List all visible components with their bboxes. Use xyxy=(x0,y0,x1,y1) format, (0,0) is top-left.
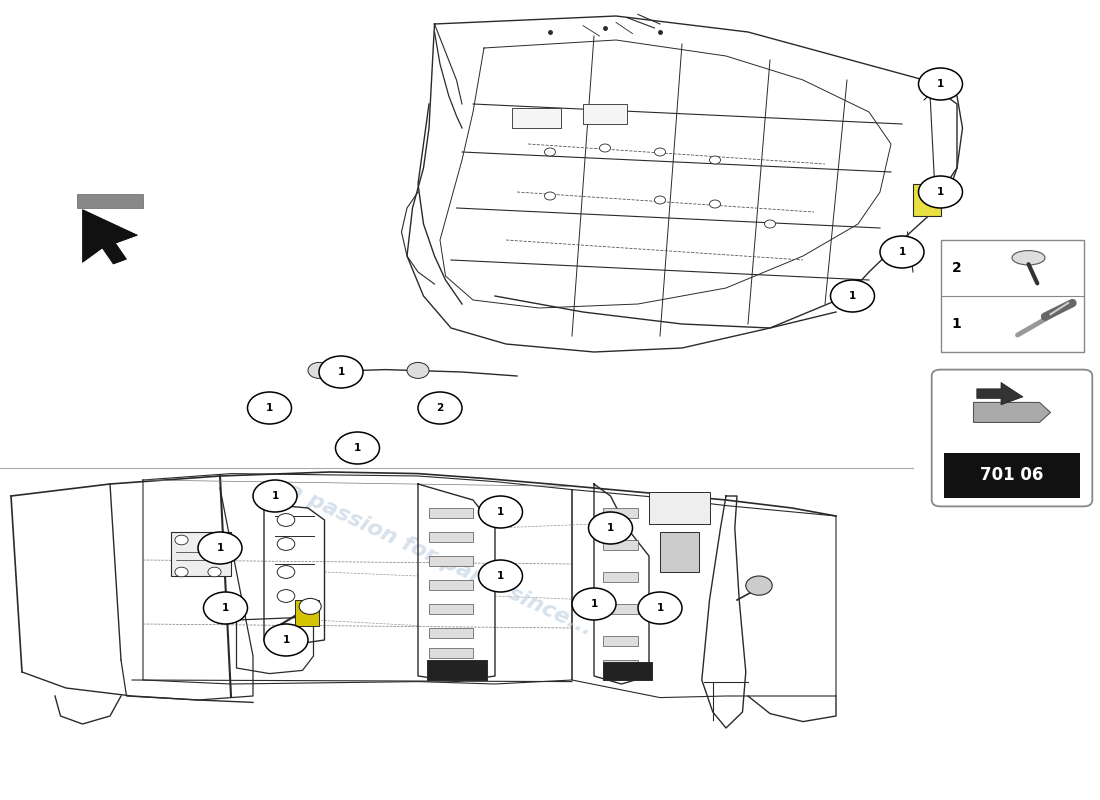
Text: 1: 1 xyxy=(222,603,229,613)
Text: 1: 1 xyxy=(899,247,905,257)
Circle shape xyxy=(208,567,221,577)
Circle shape xyxy=(544,148,556,156)
Circle shape xyxy=(544,192,556,200)
Circle shape xyxy=(175,535,188,545)
Circle shape xyxy=(407,362,429,378)
Text: 1: 1 xyxy=(266,403,273,413)
Bar xyxy=(295,600,319,626)
Text: 1: 1 xyxy=(607,523,614,533)
Circle shape xyxy=(253,480,297,512)
Bar xyxy=(649,492,710,524)
Bar xyxy=(170,532,231,576)
Polygon shape xyxy=(977,382,1023,405)
Bar xyxy=(940,240,1084,352)
Circle shape xyxy=(572,588,616,620)
Bar xyxy=(913,184,940,216)
Bar xyxy=(429,532,473,542)
Bar xyxy=(603,660,638,670)
Text: 701 06: 701 06 xyxy=(980,466,1044,484)
Bar xyxy=(429,604,473,614)
Circle shape xyxy=(746,576,772,595)
Circle shape xyxy=(880,236,924,268)
Text: 1: 1 xyxy=(283,635,289,645)
Circle shape xyxy=(654,196,666,204)
Circle shape xyxy=(175,567,188,577)
Circle shape xyxy=(264,624,308,656)
Circle shape xyxy=(654,148,666,156)
Circle shape xyxy=(208,535,221,545)
Bar xyxy=(944,453,1080,498)
Text: 2: 2 xyxy=(437,403,443,413)
Circle shape xyxy=(277,566,295,578)
Text: 1: 1 xyxy=(591,599,597,609)
Circle shape xyxy=(478,560,522,592)
Bar xyxy=(427,660,487,680)
Bar xyxy=(603,662,652,680)
Text: 1: 1 xyxy=(272,491,278,501)
Circle shape xyxy=(277,514,295,526)
Text: 1: 1 xyxy=(937,79,944,89)
Bar xyxy=(603,540,638,550)
Text: 1: 1 xyxy=(217,543,223,553)
Bar xyxy=(603,572,638,582)
Bar xyxy=(603,604,638,614)
Bar xyxy=(429,648,473,658)
Polygon shape xyxy=(77,194,143,208)
Bar xyxy=(512,108,561,128)
Ellipse shape xyxy=(1012,250,1045,265)
Circle shape xyxy=(248,392,292,424)
Circle shape xyxy=(764,220,776,228)
Text: 1: 1 xyxy=(849,291,856,301)
Text: 1: 1 xyxy=(354,443,361,453)
Circle shape xyxy=(308,362,330,378)
Circle shape xyxy=(299,598,321,614)
Circle shape xyxy=(830,280,874,312)
Text: 1: 1 xyxy=(497,507,504,517)
Text: 2: 2 xyxy=(952,261,961,275)
Circle shape xyxy=(918,176,962,208)
Circle shape xyxy=(638,592,682,624)
Circle shape xyxy=(710,156,720,164)
Circle shape xyxy=(418,392,462,424)
Bar xyxy=(583,104,627,124)
Circle shape xyxy=(277,538,295,550)
Circle shape xyxy=(600,144,610,152)
Circle shape xyxy=(710,200,720,208)
Circle shape xyxy=(336,432,380,464)
Bar xyxy=(429,508,473,518)
Text: 1: 1 xyxy=(952,317,961,331)
Circle shape xyxy=(204,592,248,624)
Bar xyxy=(429,580,473,590)
Bar xyxy=(660,532,698,572)
Circle shape xyxy=(319,356,363,388)
Polygon shape xyxy=(974,402,1050,422)
Circle shape xyxy=(588,512,632,544)
Text: 1: 1 xyxy=(497,571,504,581)
Text: 1: 1 xyxy=(937,187,944,197)
FancyBboxPatch shape xyxy=(932,370,1092,506)
Bar xyxy=(429,556,473,566)
Circle shape xyxy=(478,496,522,528)
Bar xyxy=(429,628,473,638)
Circle shape xyxy=(918,68,962,100)
Circle shape xyxy=(198,532,242,564)
Text: 1: 1 xyxy=(338,367,344,377)
Circle shape xyxy=(277,590,295,602)
Text: a passion for parts since...: a passion for parts since... xyxy=(284,480,596,640)
Text: 1: 1 xyxy=(657,603,663,613)
Bar xyxy=(603,508,638,518)
Bar xyxy=(603,636,638,646)
Polygon shape xyxy=(82,210,138,264)
